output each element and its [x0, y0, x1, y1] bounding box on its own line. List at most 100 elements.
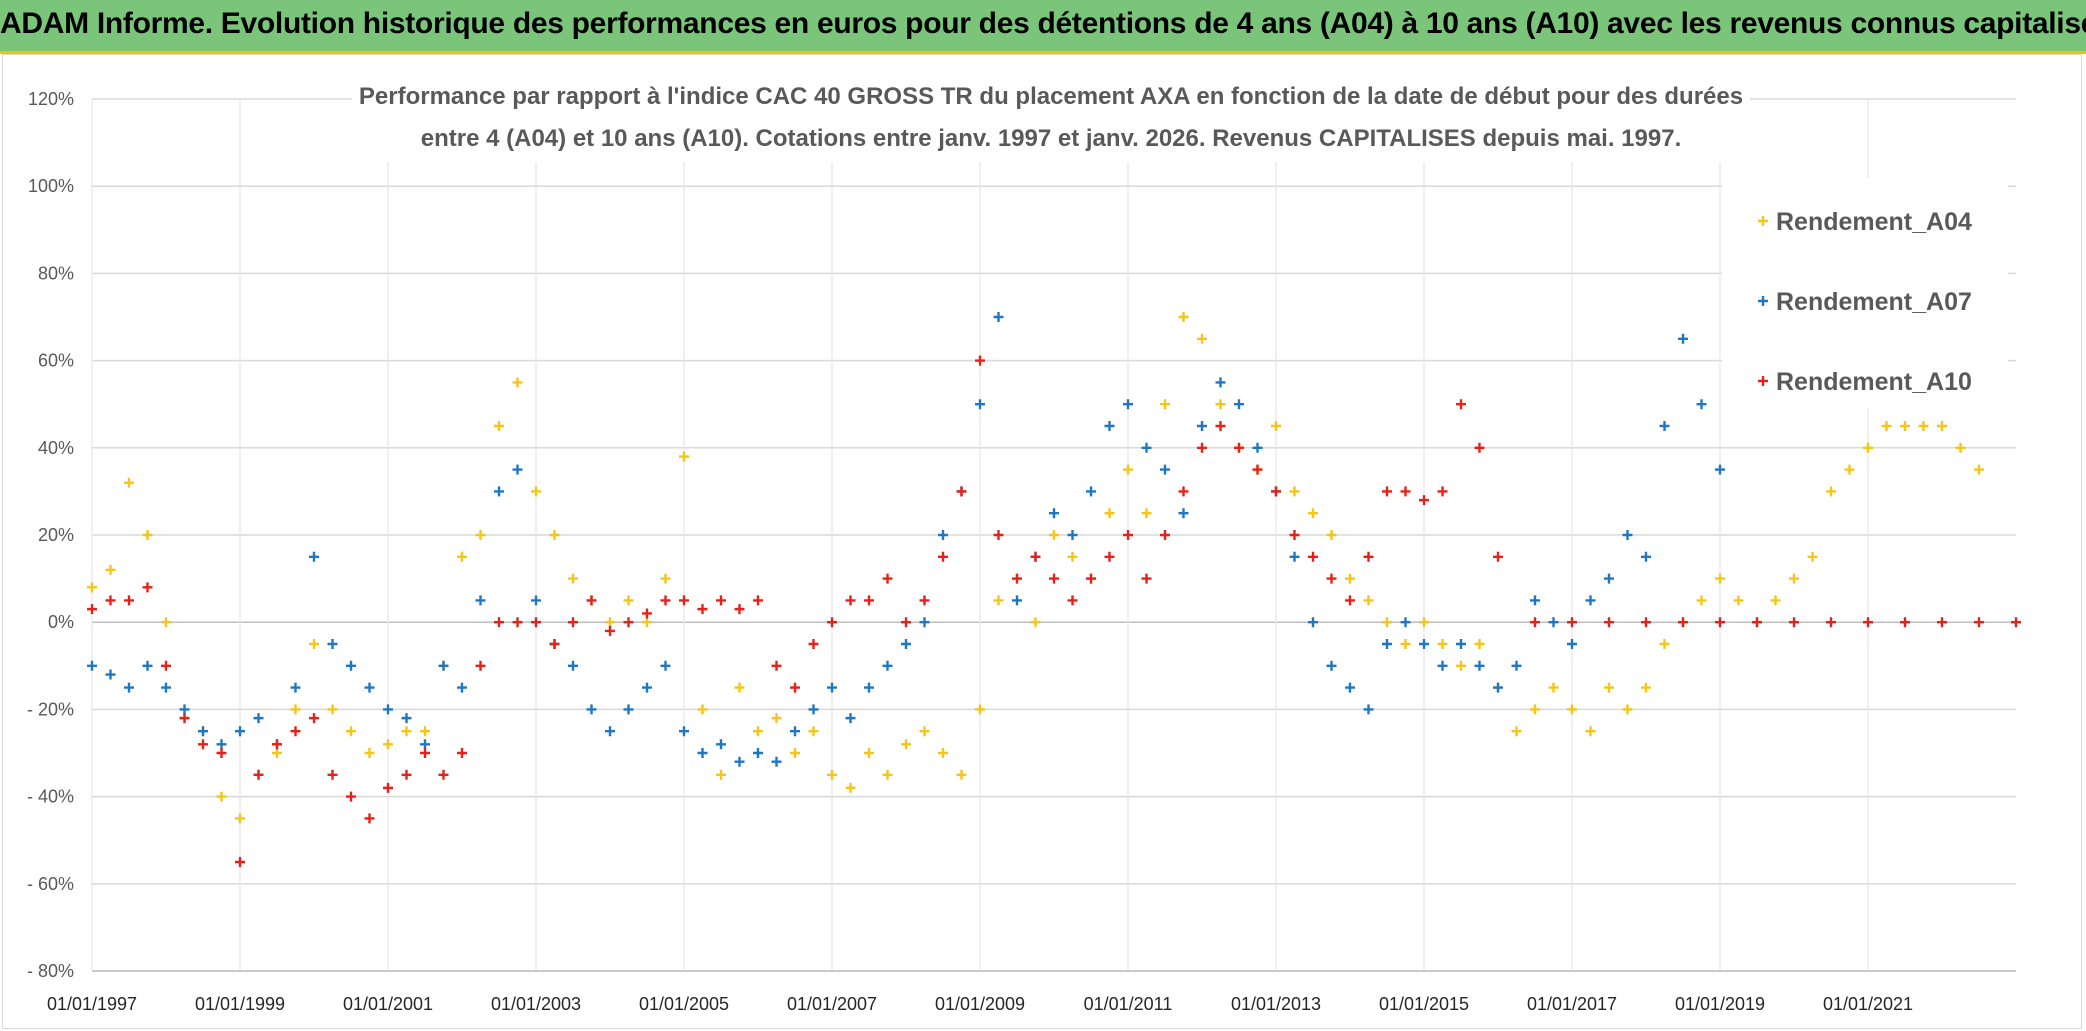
data-point	[494, 617, 504, 628]
data-point	[1974, 617, 1984, 628]
data-point	[642, 682, 652, 693]
data-point	[1548, 682, 1559, 693]
data-point	[1197, 333, 1207, 344]
x-tick-label: 01/01/2021	[1823, 994, 1913, 1014]
y-tick-label: 120%	[28, 89, 74, 109]
data-point	[1160, 530, 1170, 540]
legend-background	[1722, 178, 2008, 408]
data-point	[679, 726, 689, 737]
data-point	[1289, 551, 1300, 562]
data-point	[956, 486, 967, 497]
data-point	[1345, 682, 1355, 693]
data-point	[475, 530, 486, 540]
x-tick-label: 01/01/2011	[1084, 994, 1173, 1014]
data-point	[864, 748, 874, 758]
data-point	[1567, 639, 1577, 649]
data-point	[1437, 639, 1448, 649]
data-point	[1289, 486, 1300, 497]
data-point	[1826, 486, 1836, 497]
series-Rendement_A07	[87, 312, 1725, 767]
y-tick-label: 40%	[38, 438, 74, 458]
data-point	[420, 748, 430, 758]
x-tick-label: 01/01/2005	[639, 994, 729, 1014]
data-point	[161, 660, 171, 671]
data-point	[1049, 530, 1059, 540]
data-point	[1419, 495, 1429, 506]
data-point	[179, 704, 190, 715]
data-point	[1585, 595, 1596, 606]
data-point	[1567, 617, 1577, 628]
data-point	[309, 639, 319, 649]
data-point	[790, 748, 800, 758]
data-point	[494, 486, 504, 497]
data-point	[364, 748, 375, 758]
x-tick-label: 01/01/2013	[1231, 994, 1321, 1014]
data-point	[864, 595, 874, 606]
data-point	[660, 595, 671, 606]
data-point	[1530, 704, 1540, 715]
data-point	[1326, 573, 1337, 584]
data-point	[901, 739, 911, 750]
data-point	[1086, 573, 1096, 584]
x-tick-label: 01/01/2009	[935, 994, 1025, 1014]
data-point	[253, 769, 264, 780]
data-point	[1937, 617, 1947, 628]
data-point	[1345, 573, 1355, 584]
data-point	[1123, 399, 1133, 410]
data-point	[679, 451, 689, 462]
data-point	[1493, 682, 1503, 693]
data-point	[1715, 617, 1725, 628]
series-Rendement_A04	[87, 312, 1984, 824]
data-point	[512, 464, 523, 475]
data-point	[771, 660, 782, 671]
y-tick-label: 60%	[38, 351, 74, 371]
data-point	[1382, 617, 1392, 628]
data-point	[1160, 464, 1170, 475]
data-point	[716, 739, 726, 750]
data-point	[1382, 486, 1392, 497]
data-point	[919, 595, 930, 606]
data-point	[660, 573, 671, 584]
data-point	[1363, 595, 1374, 606]
legend-label: Rendement_A04	[1776, 208, 1972, 236]
x-tick-label: 01/01/1997	[47, 994, 137, 1014]
data-point	[568, 617, 578, 628]
data-point	[623, 704, 634, 715]
data-point	[1437, 486, 1448, 497]
data-point	[1067, 595, 1078, 606]
data-point	[827, 682, 837, 693]
data-point	[845, 782, 856, 793]
data-point	[808, 726, 819, 737]
data-point	[623, 617, 634, 628]
data-point	[253, 713, 264, 724]
data-point	[457, 748, 467, 758]
data-point	[1178, 508, 1189, 519]
data-point	[1160, 399, 1170, 410]
data-point	[1178, 312, 1189, 322]
data-point	[771, 756, 782, 767]
data-point	[1733, 595, 1744, 606]
data-point	[623, 595, 634, 606]
data-point	[753, 726, 763, 737]
data-point	[327, 639, 338, 649]
legend-item: Rendement_A07	[1758, 288, 1972, 316]
banner: ADAM Informe. Evolution historique des p…	[0, 0, 2086, 54]
data-point	[494, 421, 504, 431]
data-point	[1104, 508, 1115, 519]
data-point	[512, 377, 523, 388]
data-point	[753, 748, 763, 758]
data-point	[1308, 617, 1318, 628]
banner-title: ADAM Informe. Evolution historique des p…	[0, 7, 2086, 40]
data-point	[124, 682, 134, 693]
data-point	[605, 726, 615, 737]
data-point	[1326, 530, 1337, 540]
data-point	[1419, 639, 1429, 649]
x-tick-label: 01/01/2019	[1675, 994, 1765, 1014]
data-point	[383, 704, 393, 715]
data-point	[1456, 639, 1466, 649]
data-point	[1715, 464, 1725, 475]
data-point	[1918, 421, 1929, 431]
data-point	[142, 582, 153, 593]
data-point	[697, 704, 708, 715]
data-point	[1215, 377, 1226, 388]
